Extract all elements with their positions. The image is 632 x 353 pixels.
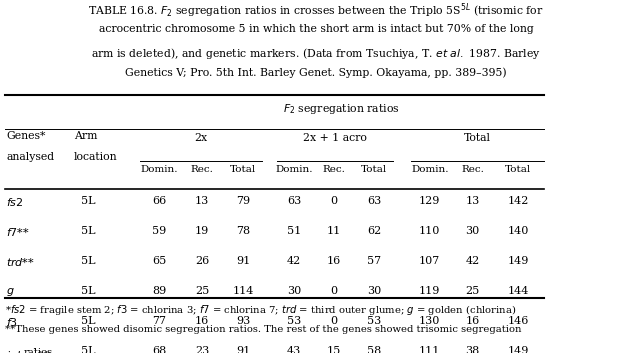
Text: int-$a^1$**: int-$a^1$** xyxy=(6,346,51,353)
Text: 110: 110 xyxy=(419,226,441,236)
Text: 63: 63 xyxy=(367,196,381,206)
Text: 30: 30 xyxy=(367,286,381,296)
Text: 66: 66 xyxy=(152,196,166,206)
Text: 149: 149 xyxy=(507,256,529,266)
Text: 130: 130 xyxy=(419,316,441,326)
Text: Rec.: Rec. xyxy=(191,165,214,174)
Text: 42: 42 xyxy=(466,256,480,266)
Text: 78: 78 xyxy=(236,226,250,236)
Text: 5L: 5L xyxy=(82,196,95,206)
Text: 114: 114 xyxy=(233,286,254,296)
Text: 5L: 5L xyxy=(82,346,95,353)
Text: Domin.: Domin. xyxy=(411,165,449,174)
Text: 5L: 5L xyxy=(82,286,95,296)
Text: 30: 30 xyxy=(287,286,301,296)
Text: 13: 13 xyxy=(195,196,209,206)
Text: 77: 77 xyxy=(152,316,166,326)
Text: 107: 107 xyxy=(419,256,441,266)
Text: Rec.: Rec. xyxy=(322,165,345,174)
Text: Rec.: Rec. xyxy=(461,165,484,174)
Text: 42: 42 xyxy=(287,256,301,266)
Text: 62: 62 xyxy=(367,226,381,236)
Text: 63: 63 xyxy=(287,196,301,206)
Text: 5L: 5L xyxy=(82,226,95,236)
Text: 19: 19 xyxy=(195,226,209,236)
Text: 0: 0 xyxy=(330,196,337,206)
Text: 129: 129 xyxy=(419,196,441,206)
Text: Genes*: Genes* xyxy=(6,131,46,140)
Text: 144: 144 xyxy=(507,286,529,296)
Text: 79: 79 xyxy=(236,196,250,206)
Text: 25: 25 xyxy=(195,286,209,296)
Text: acrocentric chromosome 5 in which the short arm is intact but 70% of the long: acrocentric chromosome 5 in which the sh… xyxy=(99,24,533,34)
Text: 59: 59 xyxy=(152,226,166,236)
Text: 26: 26 xyxy=(195,256,209,266)
Text: 142: 142 xyxy=(507,196,529,206)
Text: **These genes showed disomic segregation ratios. The rest of the genes showed tr: **These genes showed disomic segregation… xyxy=(5,325,521,334)
Text: 51: 51 xyxy=(287,226,301,236)
Text: 2x: 2x xyxy=(195,133,208,143)
Text: 111: 111 xyxy=(419,346,441,353)
Text: 16: 16 xyxy=(466,316,480,326)
Text: 146: 146 xyxy=(507,316,529,326)
Text: 15: 15 xyxy=(327,346,341,353)
Text: 140: 140 xyxy=(507,226,529,236)
Text: 0: 0 xyxy=(330,316,337,326)
Text: 53: 53 xyxy=(367,316,381,326)
Text: 16: 16 xyxy=(327,256,341,266)
Text: analysed: analysed xyxy=(6,152,54,162)
Text: $F_2$ segregation ratios: $F_2$ segregation ratios xyxy=(284,102,400,116)
Text: $trd$**: $trd$** xyxy=(6,256,35,268)
Text: 43: 43 xyxy=(287,346,301,353)
Text: $f3$: $f3$ xyxy=(6,316,18,328)
Text: 13: 13 xyxy=(466,196,480,206)
Text: Total: Total xyxy=(361,165,387,174)
Text: 65: 65 xyxy=(152,256,166,266)
Text: Total: Total xyxy=(230,165,257,174)
Text: location: location xyxy=(74,152,118,162)
Text: 58: 58 xyxy=(367,346,381,353)
Text: 11: 11 xyxy=(327,226,341,236)
Text: 68: 68 xyxy=(152,346,166,353)
Text: 119: 119 xyxy=(419,286,441,296)
Text: 5L: 5L xyxy=(82,256,95,266)
Text: 2x + 1 acro: 2x + 1 acro xyxy=(303,133,367,143)
Text: *$fs2$ = fragile stem 2; $f3$ = chlorina 3; $f7$ = chlorina 7; $trd$ = third out: *$fs2$ = fragile stem 2; $f3$ = chlorina… xyxy=(5,303,516,317)
Text: 149: 149 xyxy=(507,346,529,353)
Text: 53: 53 xyxy=(287,316,301,326)
Text: Genetics V; Pro. 5th Int. Barley Genet. Symp. Okayama, pp. 389–395): Genetics V; Pro. 5th Int. Barley Genet. … xyxy=(125,67,507,78)
Text: 23: 23 xyxy=(195,346,209,353)
Text: 0: 0 xyxy=(330,286,337,296)
Text: 89: 89 xyxy=(152,286,166,296)
Text: $f7$**: $f7$** xyxy=(6,226,30,238)
Text: 25: 25 xyxy=(466,286,480,296)
Text: Domin.: Domin. xyxy=(275,165,313,174)
Text: 30: 30 xyxy=(466,226,480,236)
Text: 5L: 5L xyxy=(82,316,95,326)
Text: Domin.: Domin. xyxy=(140,165,178,174)
Text: TABLE 16.8. $F_2$ segregation ratios in crosses between the Triplo 5S$^{5L}$ (tr: TABLE 16.8. $F_2$ segregation ratios in … xyxy=(88,2,544,20)
Text: $fs2$: $fs2$ xyxy=(6,196,24,208)
Text: Total: Total xyxy=(464,133,490,143)
Text: Arm: Arm xyxy=(74,131,97,140)
Text: 91: 91 xyxy=(236,346,250,353)
Text: 91: 91 xyxy=(236,256,250,266)
Text: 93: 93 xyxy=(236,316,250,326)
Text: $g$: $g$ xyxy=(6,286,15,298)
Text: 38: 38 xyxy=(466,346,480,353)
Text: 16: 16 xyxy=(195,316,209,326)
Text: 57: 57 xyxy=(367,256,381,266)
Text: Total: Total xyxy=(505,165,532,174)
Text: ratios.: ratios. xyxy=(24,348,56,353)
Text: arm is deleted), and genetic markers. (Data from Tsuchiya, T. $\mathit{et\ al.}$: arm is deleted), and genetic markers. (D… xyxy=(91,46,541,60)
